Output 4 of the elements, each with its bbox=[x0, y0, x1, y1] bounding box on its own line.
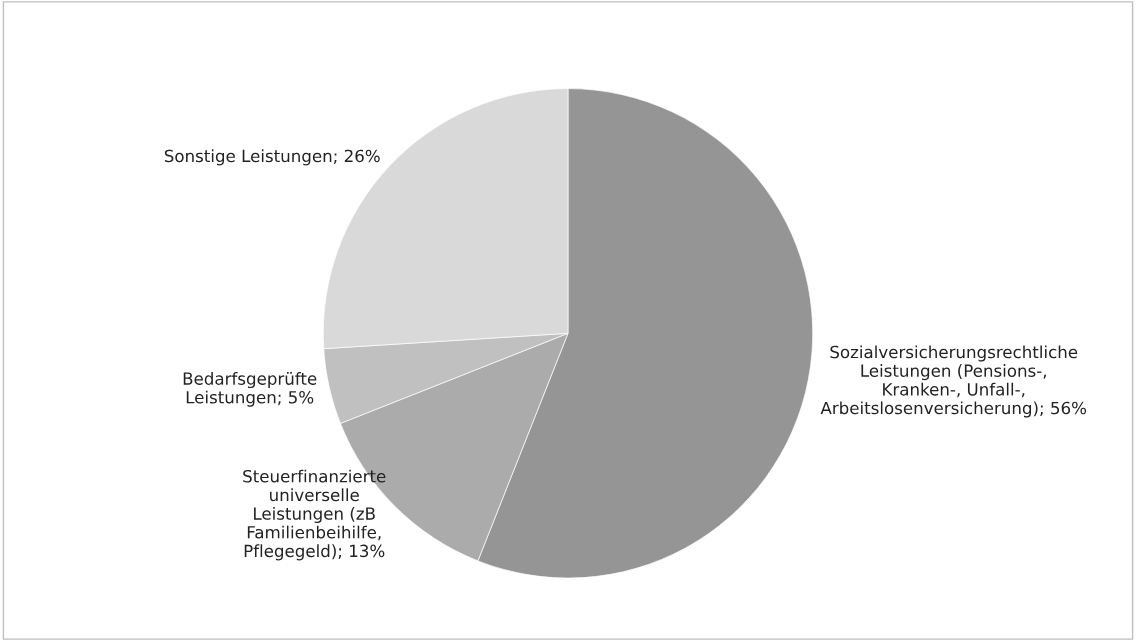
slice-label: Sonstige Leistungen; 26% bbox=[164, 149, 380, 166]
slice-label: Bedarfsgeprüfte Leistungen; 5% bbox=[183, 371, 317, 407]
slice-label: Sozialversicherungsrechtliche Leistungen (Pensions-, Kranken-, Unfall-, Arbeitslosenversicherung); 56% bbox=[820, 345, 1087, 418]
slice-label: Steuerfinanzierte universelle Leistungen (zB Familienbeihilfe, Pflegegeld); 13% bbox=[243, 469, 386, 561]
